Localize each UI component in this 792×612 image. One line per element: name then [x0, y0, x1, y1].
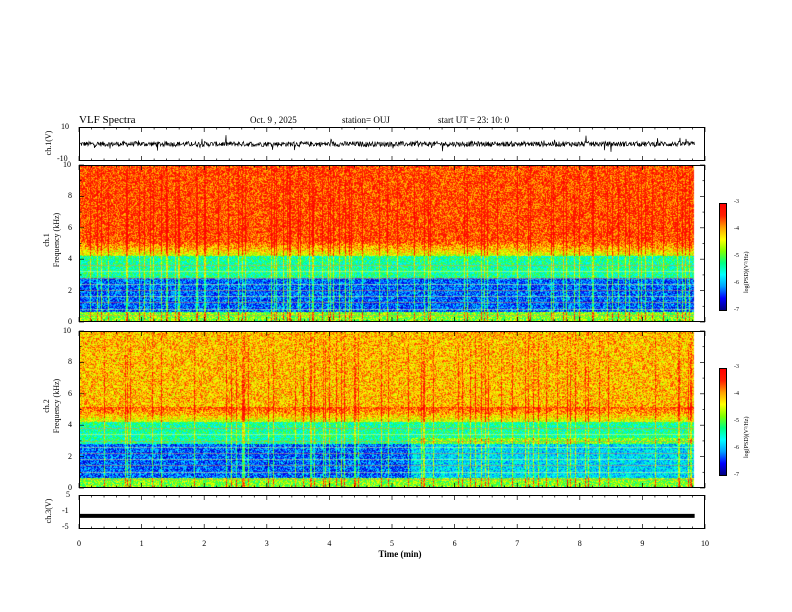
start-time-label: start UT = 23: 10: 0 — [438, 115, 510, 125]
date-label: Oct. 9 , 2025 — [250, 115, 297, 125]
ch1-ytick-top: 10 — [61, 122, 69, 131]
ch2-colorbar — [719, 368, 727, 476]
ch2-spec-ytick-0: 0 — [68, 483, 72, 492]
ch3-ytick-mid: -1 — [62, 506, 69, 515]
x-tick-label-9: 9 — [640, 539, 645, 548]
ch1-spec-ytick-2: 2 — [68, 285, 72, 295]
ch2-spectrogram-heatmap — [80, 332, 704, 487]
x-tick-label-5: 5 — [390, 539, 394, 548]
x-tick-label-0: 0 — [77, 539, 81, 548]
x-axis-label: Time (min) — [378, 549, 422, 559]
ch1-colorbar-tick--3: -3 — [734, 199, 739, 205]
x-tick-label-7: 7 — [515, 539, 520, 548]
ch1-spectrogram-heatmap — [80, 166, 704, 321]
x-tick-label-8: 8 — [577, 539, 582, 548]
ch3-ytick-top: 5 — [66, 490, 70, 499]
x-tick-label-10: 10 — [701, 539, 709, 548]
ch2-colorbar-tick--6: -6 — [734, 445, 739, 451]
ch2-spec-ytick-10: 10 — [63, 326, 71, 335]
ch2-spec-ytick-8: 8 — [68, 357, 72, 367]
ch1-waveform-plot — [80, 135, 695, 152]
ch2-colorbar-tick--7: -7 — [734, 472, 739, 478]
ch1-colorbar-tick--4: -4 — [734, 226, 739, 232]
station-label: station= OUJ — [342, 115, 390, 125]
ch1-colorbar — [719, 203, 727, 311]
ch3-ytick-bottom: -5 — [62, 522, 69, 531]
x-tick-label-4: 4 — [327, 539, 332, 548]
ch2-colorbar-tick--4: -4 — [734, 391, 739, 397]
ch2-colorbar-tick--3: -3 — [734, 364, 739, 370]
ch1-colorbar-tick--7: -7 — [734, 307, 739, 313]
ch3-waveform-plot — [80, 513, 695, 518]
ch2-spec-ytick-6: 6 — [68, 388, 72, 398]
x-tick-label-1: 1 — [139, 539, 144, 548]
ch1-colorbar-tick--6: -6 — [734, 280, 739, 286]
ch1-waveform-series — [80, 135, 695, 152]
x-tick-label-3: 3 — [264, 539, 269, 548]
chart-title: VLF Spectra — [79, 114, 136, 126]
x-tick-label-6: 6 — [452, 539, 457, 548]
ch2-spec-ytick-4: 4 — [68, 420, 72, 430]
x-tick-label-2: 2 — [202, 539, 207, 548]
ch2-spectrogram-panel — [79, 331, 705, 488]
ch1-spec-ytick-6: 6 — [68, 222, 72, 232]
ch1-colorbar-tick--5: -5 — [734, 253, 739, 259]
ch2-colorbar-tick--5: -5 — [734, 418, 739, 424]
ch2-spec-ytick-2: 2 — [68, 451, 72, 461]
ch1-spec-ytick-8: 8 — [68, 191, 72, 201]
ch1-spec-ytick-4: 4 — [68, 254, 72, 264]
ch1-ytick-bottom: -10 — [57, 154, 68, 163]
ch1-spec-ytick-0: 0 — [68, 317, 72, 326]
ch1-spec-ytick-10: 10 — [63, 160, 71, 169]
